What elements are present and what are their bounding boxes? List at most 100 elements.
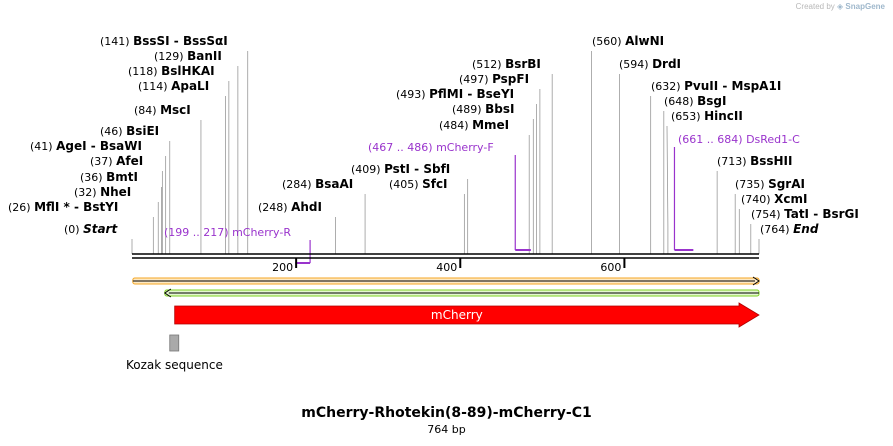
site-label-banii: (129) BanII: [154, 49, 222, 63]
site-label-msci: (84) MscI: [134, 103, 191, 117]
site-name-afei: AfeI: [116, 154, 143, 168]
site-pos-xcmi: (740): [741, 193, 774, 206]
site-label-pspfi: (497) PspFI: [459, 72, 529, 86]
site-name-banii: BanII: [187, 49, 222, 63]
site-name-ndei: NheI: [100, 185, 131, 199]
site-name-drdi: DrdI: [652, 57, 681, 71]
site-pos-bsiei: (46): [100, 125, 126, 138]
site-pos-drdi: (594): [619, 58, 652, 71]
site-name-bsaai: BsaAI: [315, 177, 353, 191]
site-label-pflmi: (493) PflMI - BseYI: [396, 87, 514, 101]
site-label-bmti: (36) BmtI: [80, 170, 138, 184]
credit-brand: SnapGene: [845, 2, 885, 11]
site-pos-pvuii: (632): [651, 80, 684, 93]
site-label-start: (0) Start: [64, 222, 118, 236]
site-label-xcmi: (740) XcmI: [741, 192, 807, 206]
site-pos-bsaai: (284): [282, 178, 315, 191]
site-pos-afei: (37): [90, 155, 116, 168]
snapgene-credit: Created by ◈ SnapGene: [796, 2, 885, 11]
ruler-label-200: 200: [272, 261, 293, 274]
site-name-mmei: MmeI: [472, 118, 509, 132]
site-name-hincii: HincII: [704, 109, 743, 123]
site-label-alwni: (560) AlwNI: [592, 34, 664, 48]
primer-name-mcherry-r: mCherry-R: [232, 226, 291, 239]
site-pos-pspfi: (497): [459, 73, 492, 86]
primer-range-mcherry-r: (199 .. 217): [164, 226, 232, 239]
site-name-sfci: SfcI: [422, 177, 447, 191]
site-name-bsgi: BsgI: [697, 94, 726, 108]
site-label-mfli: (26) MflI * - BstYI: [8, 200, 118, 214]
site-label-drdi: (594) DrdI: [619, 57, 681, 71]
primers: (199 .. 217) mCherry-R (467 .. 486) mCher…: [164, 133, 800, 264]
site-pos-psti: (409): [351, 163, 384, 176]
site-label-bslhkai: (118) BslHKAI: [128, 64, 215, 78]
site-label-bsiei: (46) BsiEI: [100, 124, 159, 138]
site-label-apali: (114) ApaLI: [138, 79, 209, 93]
ruler-label-600: 600: [600, 261, 621, 274]
site-name-sgrai: SgrAI: [768, 177, 805, 191]
site-name-ahdi: AhdI: [291, 200, 322, 214]
site-label-end: (764) End: [760, 222, 819, 236]
site-label-hincii: (653) HincII: [671, 109, 743, 123]
primer-range-dsred1-c: (661 .. 684): [678, 133, 746, 146]
site-label-bbsi: (489) BbsI: [452, 102, 514, 116]
orf-reverse-arrowhead: [163, 288, 172, 298]
site-name-bsiei: BsiEI: [126, 124, 159, 138]
primer-label-mcherry-f: (467 .. 486) mCherry-F: [368, 141, 494, 154]
site-name-end: End: [793, 222, 819, 236]
site-name-start: Start: [83, 222, 118, 236]
site-label-ndei: (32) NheI: [74, 185, 131, 199]
site-label-afei: (37) AfeI: [90, 154, 143, 168]
site-pos-ndei: (32): [74, 186, 100, 199]
ruler-label-400: 400: [436, 261, 457, 274]
site-pos-bslhkai: (118): [128, 65, 161, 78]
site-label-sfci: (405) SfcI: [389, 177, 448, 191]
site-name-bsrbi: BsrBI: [505, 57, 541, 71]
site-pos-bmti: (36): [80, 171, 106, 184]
site-name-bslhkai: BslHKAI: [161, 64, 215, 78]
site-name-pvuii: PvuII - MspA1I: [684, 79, 781, 93]
dna-backbone: [132, 253, 759, 259]
site-name-mfli: MflI * - BstYI: [34, 200, 118, 214]
features: mCherry Kozak sequence: [126, 276, 760, 372]
site-label-bsaai: (284) BsaAI: [282, 177, 353, 191]
orf-forward-arrowhead: [752, 276, 760, 286]
site-name-pspfi: PspFI: [492, 72, 529, 86]
site-name-bbsi: BbsI: [485, 102, 514, 116]
construct-length: 764 bp: [427, 423, 466, 436]
snapgene-logo-icon: ◈: [837, 2, 844, 11]
site-pos-bbsi: (489): [452, 103, 485, 116]
primer-range-mcherry-f: (467 .. 486): [368, 141, 436, 154]
sequence-map: (0) Start (26) MflI * - BstYI(32) NheI(36…: [8, 34, 859, 372]
site-pos-bsssi: (141): [100, 35, 133, 48]
site-name-psti: PstI - SbfI: [384, 162, 450, 176]
cds-arrow-mcherry: [174, 302, 760, 328]
site-pos-banii: (129): [154, 50, 187, 63]
site-lines: [131, 51, 760, 254]
site-label-bsrbi: (512) BsrBI: [472, 57, 541, 71]
primer-name-dsred1-c: DsRed1-C: [746, 133, 800, 146]
site-pos-bsgi: (648): [664, 95, 697, 108]
site-label-pvuii: (632) PvuII - MspA1I: [651, 79, 781, 93]
site-label-bsgi: (648) BsgI: [664, 94, 726, 108]
ruler: 200 400 600: [272, 258, 626, 274]
site-name-bsshii: BssHII: [750, 154, 792, 168]
site-label-agei: (41) AgeI - BsaWI: [30, 139, 142, 153]
site-labels: (0) Start (26) MflI * - BstYI(32) NheI(36…: [8, 34, 859, 236]
kozak-label: Kozak sequence: [126, 358, 223, 372]
primer-label-mcherry-r: (199 .. 217) mCherry-R: [164, 226, 291, 239]
site-name-msci: MscI: [160, 103, 191, 117]
primer-name-mcherry-f: mCherry-F: [436, 141, 494, 154]
kozak-box: [169, 334, 180, 352]
site-name-agei: AgeI - BsaWI: [56, 139, 142, 153]
site-pos-agei: (41): [30, 140, 56, 153]
site-pos-ahdi: (248): [258, 201, 291, 214]
site-pos-start: (0): [64, 223, 83, 236]
site-label-ahdi: (248) AhdI: [258, 200, 322, 214]
site-name-bsssi: BssSI - BssSαI: [133, 34, 228, 48]
site-name-tati: TatI - BsrGI: [784, 207, 859, 221]
site-pos-end: (764): [760, 223, 793, 236]
site-pos-msci: (84): [134, 104, 160, 117]
site-pos-bsrbi: (512): [472, 58, 505, 71]
site-label-tati: (754) TatI - BsrGI: [751, 207, 859, 221]
